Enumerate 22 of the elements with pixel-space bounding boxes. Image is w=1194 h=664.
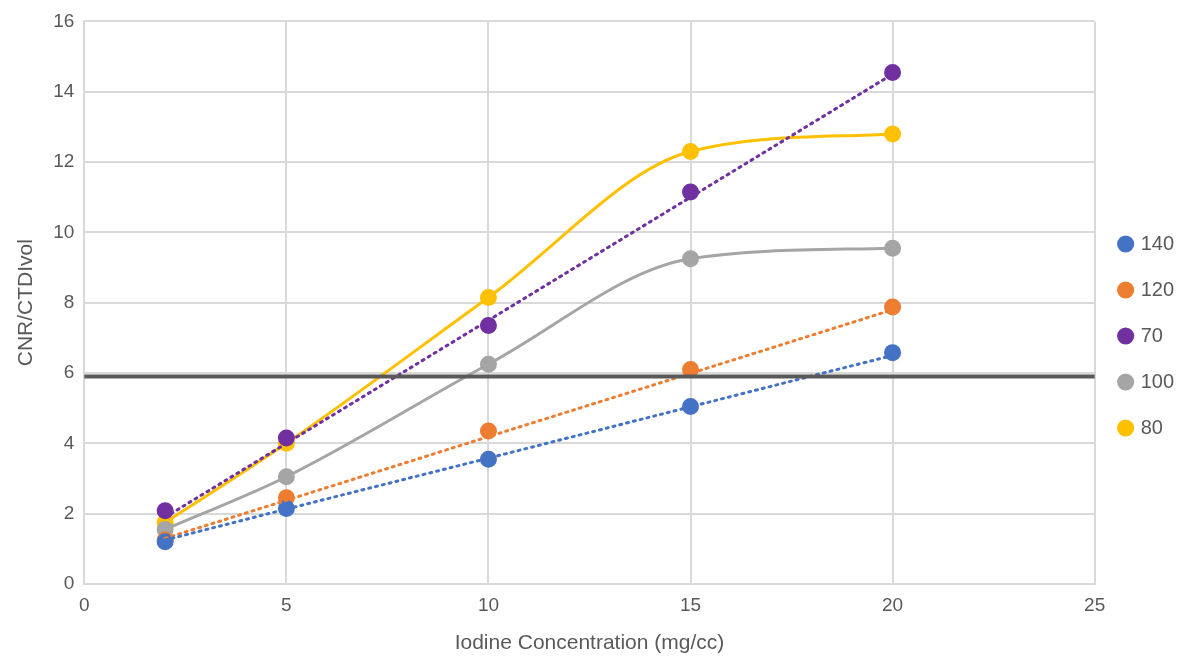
x-axis-title: Iodine Concentration (mg/cc) (454, 630, 725, 654)
x-tick-label: 20 (882, 593, 904, 615)
legend-label: 100 (1140, 369, 1175, 392)
y-tick-label: 10 (53, 220, 75, 242)
y-tick-label: 8 (63, 290, 75, 312)
y-tick-label: 14 (53, 79, 75, 101)
legend-label: 120 (1140, 277, 1175, 300)
y-tick-label: 2 (63, 501, 75, 523)
x-tick-label: 0 (79, 593, 90, 615)
y-tick-label: 16 (53, 9, 75, 31)
x-tick-label: 5 (281, 593, 292, 615)
x-tick-label: 25 (1084, 593, 1106, 615)
x-tick-label: 15 (679, 593, 702, 615)
y-axis-title: CNR/CTDIvol (13, 239, 37, 367)
y-tick-label: 4 (63, 431, 75, 453)
legend-label: 140 (1140, 231, 1175, 254)
y-tick-label: 6 (63, 361, 75, 383)
y-tick-label: 0 (63, 572, 75, 594)
x-tick-label: 10 (477, 593, 500, 615)
legend-label: 70 (1140, 323, 1163, 346)
legend-label: 80 (1140, 415, 1163, 438)
y-tick-label: 12 (53, 150, 75, 172)
